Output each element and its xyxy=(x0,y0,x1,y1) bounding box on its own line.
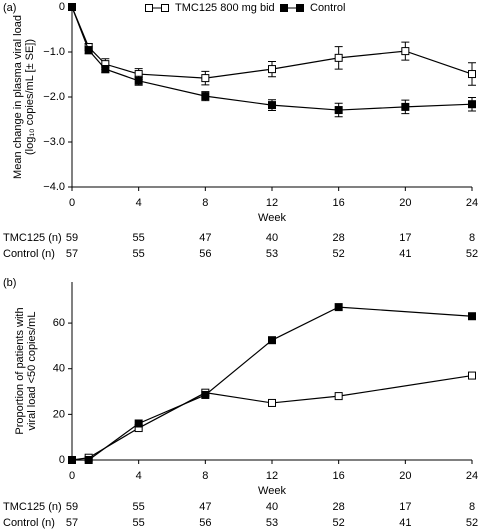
data-point xyxy=(268,101,276,110)
table-cell: 47 xyxy=(199,232,211,244)
y-axis-label: (log₁₀ copies/mL [± SE]) xyxy=(24,39,36,155)
table-cell: 28 xyxy=(333,501,345,513)
panel-label: (b) xyxy=(3,277,16,289)
x-tick-label: 4 xyxy=(136,470,142,482)
y-tick-label: −3.0 xyxy=(43,136,65,148)
table-cell: 8 xyxy=(469,232,475,244)
table-cell: 52 xyxy=(333,517,345,529)
table-row-label: TMC125 (n) xyxy=(3,232,62,244)
data-point xyxy=(334,303,343,312)
y-tick-label: −4.0 xyxy=(43,181,65,193)
panel-label: (a) xyxy=(3,2,16,14)
series-line xyxy=(71,374,473,461)
data-point xyxy=(468,371,476,380)
data-point xyxy=(468,100,476,109)
table-cell: 47 xyxy=(199,501,211,513)
data-point xyxy=(68,3,76,11)
table-cell: 53 xyxy=(266,517,278,529)
y-axis-label: Proportion of patients with xyxy=(14,307,26,434)
table-cell: 59 xyxy=(66,501,78,513)
data-point xyxy=(401,102,410,111)
data-point xyxy=(134,419,143,428)
table-cell: 59 xyxy=(66,232,78,244)
data-point xyxy=(468,70,476,79)
legend-marker xyxy=(296,4,304,12)
x-tick-label: 24 xyxy=(466,470,478,482)
y-tick-label: 60 xyxy=(53,317,65,329)
data-point xyxy=(201,74,210,83)
table-cell: 40 xyxy=(266,501,278,513)
x-axis-label: Week xyxy=(258,212,286,224)
legend-marker xyxy=(280,4,288,12)
data-point xyxy=(268,336,276,345)
table-cell: 55 xyxy=(133,248,145,260)
table-row-label: Control (n) xyxy=(3,248,55,260)
data-point xyxy=(84,456,93,464)
y-axis-label: viral load <50 copies/mL xyxy=(26,312,38,431)
table-cell: 52 xyxy=(466,248,478,260)
x-axis-label: Week xyxy=(258,485,286,497)
data-point xyxy=(401,47,410,56)
y-tick-label: 40 xyxy=(53,363,65,375)
x-tick-label: 16 xyxy=(333,470,345,482)
series-line xyxy=(72,306,473,461)
table-row-label: Control (n) xyxy=(3,517,55,529)
table-cell: 52 xyxy=(333,248,345,260)
table-cell: 53 xyxy=(266,248,278,260)
table-cell: 56 xyxy=(199,248,211,260)
x-tick-label: 20 xyxy=(399,470,411,482)
data-point xyxy=(334,392,343,401)
y-tick-label: −2.0 xyxy=(43,91,65,103)
table-row-label: TMC125 (n) xyxy=(3,501,62,513)
legend-label: Control xyxy=(310,2,345,14)
y-tick-label: 0 xyxy=(59,1,65,13)
legend-marker xyxy=(161,4,169,12)
table-cell: 55 xyxy=(133,232,145,244)
table-cell: 17 xyxy=(399,232,411,244)
table-cell: 55 xyxy=(133,501,145,513)
x-tick-label: 20 xyxy=(399,197,411,209)
data-point xyxy=(101,65,110,74)
data-point xyxy=(468,312,476,321)
legend-label: TMC125 800 mg bid xyxy=(175,2,275,14)
data-point xyxy=(68,456,76,464)
x-tick-label: 8 xyxy=(202,197,208,209)
data-point xyxy=(268,398,276,407)
data-point xyxy=(201,390,210,399)
table-cell: 8 xyxy=(469,501,475,513)
table-cell: 28 xyxy=(333,232,345,244)
legend-marker xyxy=(145,4,153,12)
table-cell: 56 xyxy=(199,517,211,529)
x-tick-label: 24 xyxy=(466,197,478,209)
table-cell: 55 xyxy=(133,517,145,529)
data-point xyxy=(334,106,343,115)
y-tick-label: 20 xyxy=(53,408,65,420)
table-cell: 57 xyxy=(66,517,78,529)
data-point xyxy=(84,46,93,55)
x-tick-label: 4 xyxy=(136,197,142,209)
y-axis-label: Mean change in plasma viral load xyxy=(12,15,24,179)
data-point xyxy=(334,53,343,62)
data-point xyxy=(201,92,210,101)
table-cell: 57 xyxy=(66,248,78,260)
table-cell: 40 xyxy=(266,232,278,244)
table-cell: 41 xyxy=(399,517,411,529)
table-cell: 52 xyxy=(466,517,478,529)
data-point xyxy=(134,76,143,85)
x-tick-label: 8 xyxy=(202,470,208,482)
table-cell: 41 xyxy=(399,248,411,260)
data-point xyxy=(268,65,276,74)
x-tick-label: 12 xyxy=(266,470,278,482)
x-tick-label: 0 xyxy=(69,470,75,482)
x-tick-label: 0 xyxy=(69,197,75,209)
table-cell: 17 xyxy=(399,501,411,513)
y-tick-label: 0 xyxy=(59,454,65,466)
series-line xyxy=(71,6,473,111)
x-tick-label: 16 xyxy=(333,197,345,209)
y-tick-label: −1.0 xyxy=(43,46,65,58)
x-tick-label: 12 xyxy=(266,197,278,209)
